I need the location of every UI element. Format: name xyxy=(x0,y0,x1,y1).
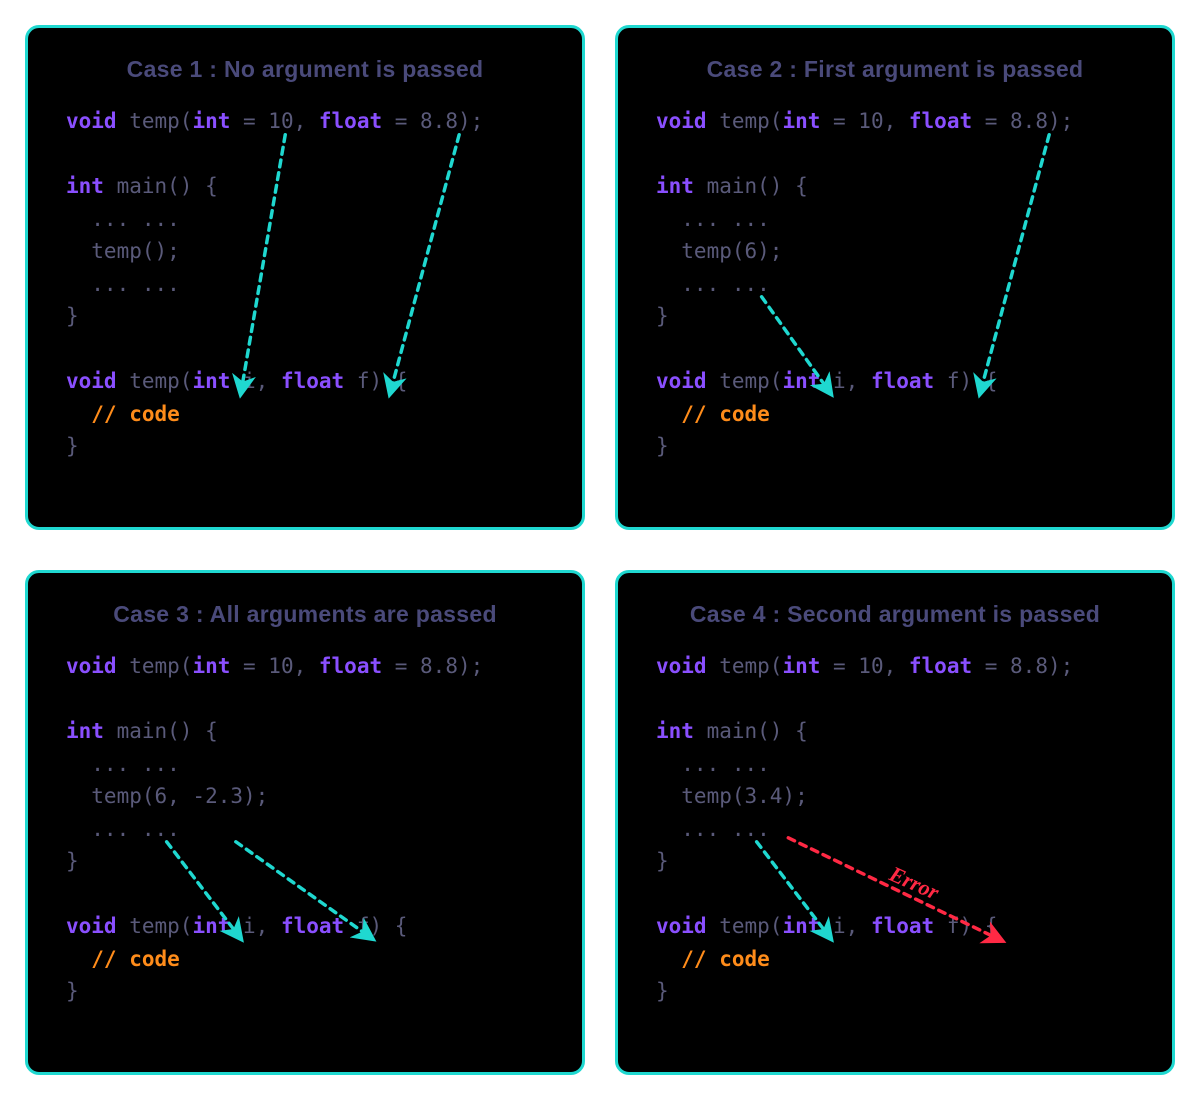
case-4-code: void temp(int = 10, float = 8.8); int ma… xyxy=(656,650,1134,1008)
case-panel-3: Case 3 : All arguments are passed void te… xyxy=(25,570,585,1075)
case-2-code: void temp(int = 10, float = 8.8); int ma… xyxy=(656,105,1134,463)
case-2-title: Case 2 : First argument is passed xyxy=(656,56,1134,83)
case-panel-4: Case 4 : Second argument is passed void t… xyxy=(615,570,1175,1075)
case-3-title: Case 3 : All arguments are passed xyxy=(66,601,544,628)
case-1-code: void temp(int = 10, float = 8.8); int ma… xyxy=(66,105,544,463)
diagram-page: Case 1 : No argument is passed void temp(… xyxy=(0,0,1200,1107)
case-panel-2: Case 2 : First argument is passed void te… xyxy=(615,25,1175,530)
case-3-code: void temp(int = 10, float = 8.8); int ma… xyxy=(66,650,544,1008)
case-panel-1: Case 1 : No argument is passed void temp(… xyxy=(25,25,585,530)
case-4-title: Case 4 : Second argument is passed xyxy=(656,601,1134,628)
case-1-title: Case 1 : No argument is passed xyxy=(66,56,544,83)
